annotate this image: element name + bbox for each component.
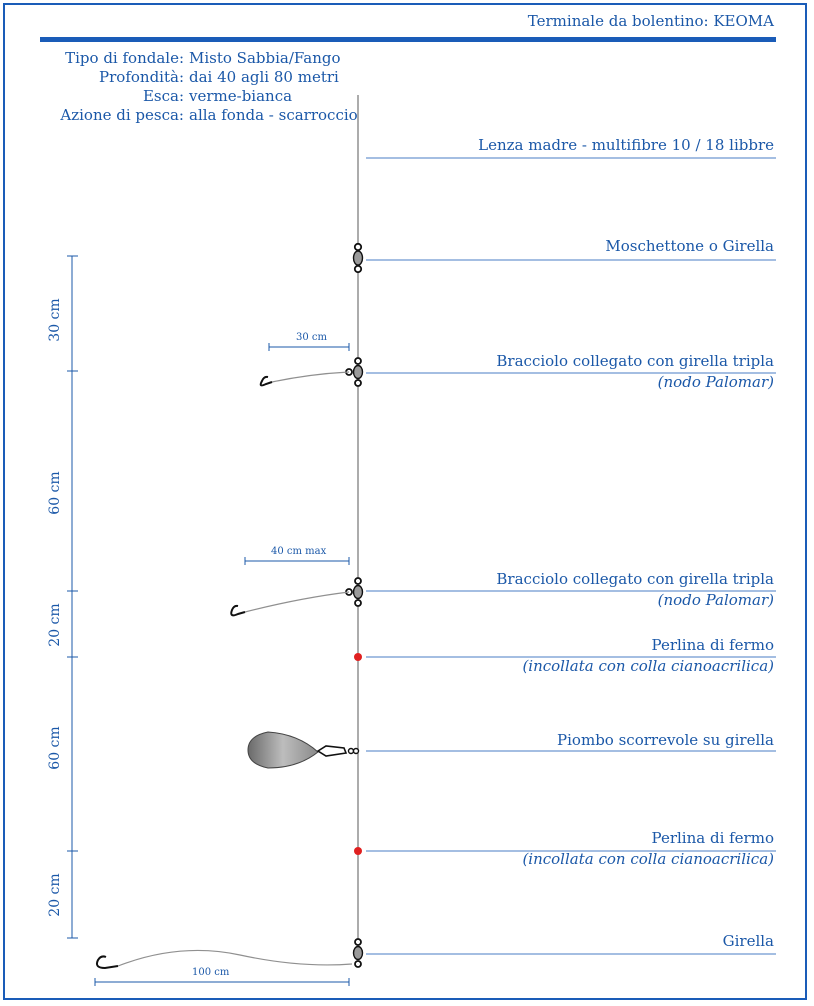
leader-arm-2 xyxy=(244,591,350,613)
dim-label-20cm: 20 cm xyxy=(47,873,63,917)
dim-label-30cm: 30 cm xyxy=(47,298,63,342)
vertical-ruler xyxy=(67,255,78,939)
bead-icon xyxy=(354,653,362,661)
label-dropper-2: Bracciolo collegato con girella tripla (n… xyxy=(496,570,774,609)
leader-lines xyxy=(366,157,776,955)
diagram-frame xyxy=(3,3,807,1000)
dim-label-20cm: 20 cm xyxy=(47,603,63,647)
hook-icon xyxy=(259,375,273,387)
hook-icon xyxy=(230,604,246,617)
lead-weight-icon xyxy=(247,731,360,769)
info-row-azione: Azione di pesca: alla fonda - scarroccio xyxy=(60,106,358,124)
label-swivel: Girella xyxy=(722,932,774,950)
dim-label-60cm: 60 cm xyxy=(47,471,63,515)
arm-dimension-lines xyxy=(94,343,350,986)
arm-label-40cm-max: 40 cm max xyxy=(271,546,327,557)
swivel-icon xyxy=(352,242,364,274)
dim-label-60cm: 60 cm xyxy=(47,726,63,770)
swivel-icon xyxy=(352,938,364,968)
arm-label-100cm: 100 cm xyxy=(192,967,230,978)
diagram-title: Terminale da bolentino: KEOMA xyxy=(527,12,774,30)
hook-icon xyxy=(95,955,119,970)
leader-arm-3 xyxy=(117,949,353,967)
info-row-profondita: Profondità: dai 40 agli 80 metri xyxy=(99,68,339,86)
info-row-fondale: Tipo di fondale: Misto Sabbia/Fango xyxy=(65,49,341,67)
label-bead-1: Perlina di fermo (incollata con colla cia… xyxy=(522,636,774,675)
three-way-swivel-icon xyxy=(345,357,364,387)
arm-label-30cm: 30 cm xyxy=(296,332,327,343)
label-main-line: Lenza madre - multifibre 10 / 18 libbre xyxy=(478,136,774,154)
info-row-esca: Esca: verme-bianca xyxy=(142,87,293,105)
label-dropper-1: Bracciolo collegato con girella tripla (n… xyxy=(496,352,774,391)
info-block: Tipo di fondale: Misto Sabbia/Fango Profo… xyxy=(38,49,358,125)
leader-arm-1 xyxy=(271,371,350,383)
label-bead-2: Perlina di fermo (incollata con colla cia… xyxy=(522,829,774,868)
label-sliding-lead: Piombo scorrevole su girella xyxy=(557,731,774,749)
label-snap-swivel: Moschettone o Girella xyxy=(605,237,774,255)
bead-icon xyxy=(354,847,362,855)
